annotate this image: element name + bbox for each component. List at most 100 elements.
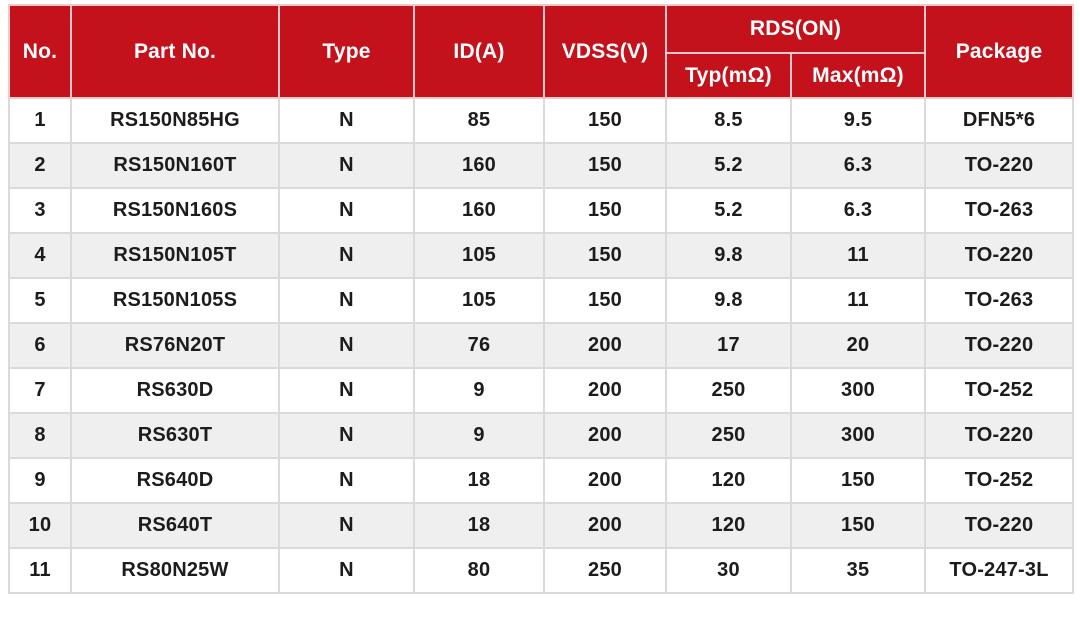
cell-max: 150 [789,502,927,549]
cell-package: TO-247-3L [924,547,1075,594]
cell-typ: 250 [665,367,792,414]
cell-vdss: 200 [543,322,667,369]
cell-id: 105 [413,277,545,324]
cell-no: 8 [8,412,72,459]
cell-part-no: RS150N160S [70,187,280,234]
table-row: 9 RS640D N 18 200 120 150 TO-252 [8,457,1075,504]
cell-vdss: 250 [543,547,667,594]
cell-vdss: 150 [543,187,667,234]
cell-max: 6.3 [789,142,927,189]
cell-part-no: RS640T [70,502,280,549]
cell-max: 6.3 [789,187,927,234]
table-row: 4 RS150N105T N 105 150 9.8 11 TO-220 [8,232,1075,279]
cell-type: N [278,412,415,459]
header-cell-typ: Typ(mΩ) [665,52,792,99]
cell-vdss: 150 [543,277,667,324]
cell-part-no: RS630D [70,367,280,414]
cell-no: 6 [8,322,72,369]
table-row: 10 RS640T N 18 200 120 150 TO-220 [8,502,1075,549]
cell-package: TO-263 [924,187,1075,234]
cell-type: N [278,142,415,189]
cell-package: TO-252 [924,367,1075,414]
header-cell-no: No. [8,4,72,99]
header-cell-id: ID(A) [413,4,545,99]
header-cell-part-no: Part No. [70,4,280,99]
cell-max: 150 [789,457,927,504]
table-row: 3 RS150N160S N 160 150 5.2 6.3 TO-263 [8,187,1075,234]
cell-type: N [278,97,415,144]
cell-id: 105 [413,232,545,279]
cell-no: 5 [8,277,72,324]
cell-part-no: RS150N85HG [70,97,280,144]
header-cell-vdss: VDSS(V) [543,4,667,99]
header-cell-rdson: RDS(ON) [664,4,927,54]
cell-package: TO-220 [924,322,1075,369]
cell-type: N [278,457,415,504]
cell-max: 9.5 [789,97,927,144]
cell-max: 20 [789,322,927,369]
cell-id: 80 [413,547,545,594]
cell-package: TO-220 [924,502,1075,549]
cell-id: 76 [413,322,545,369]
cell-no: 9 [8,457,72,504]
cell-vdss: 150 [543,142,667,189]
cell-typ: 5.2 [665,187,792,234]
cell-no: 3 [8,187,72,234]
cell-typ: 120 [665,457,792,504]
cell-part-no: RS640D [70,457,280,504]
cell-no: 4 [8,232,72,279]
cell-id: 9 [413,412,545,459]
cell-id: 160 [413,142,545,189]
cell-vdss: 200 [543,367,667,414]
cell-part-no: RS630T [70,412,280,459]
cell-typ: 9.8 [665,277,792,324]
cell-package: TO-220 [924,142,1075,189]
cell-typ: 30 [665,547,792,594]
cell-package: TO-220 [924,232,1075,279]
cell-id: 9 [413,367,545,414]
cell-package: DFN5*6 [924,97,1075,144]
cell-typ: 9.8 [665,232,792,279]
cell-typ: 17 [665,322,792,369]
cell-id: 18 [413,457,545,504]
cell-vdss: 200 [543,412,667,459]
table-row: 5 RS150N105S N 105 150 9.8 11 TO-263 [8,277,1075,324]
cell-type: N [278,547,415,594]
header-cell-type: Type [278,4,415,99]
cell-max: 35 [789,547,927,594]
cell-part-no: RS80N25W [70,547,280,594]
cell-max: 300 [789,412,927,459]
header-cell-package: Package [924,4,1075,99]
cell-no: 2 [8,142,72,189]
cell-part-no: RS150N105T [70,232,280,279]
cell-id: 160 [413,187,545,234]
cell-max: 11 [789,277,927,324]
cell-typ: 250 [665,412,792,459]
cell-part-no: RS76N20T [70,322,280,369]
cell-vdss: 200 [543,457,667,504]
cell-max: 11 [789,232,927,279]
cell-vdss: 150 [543,232,667,279]
cell-typ: 120 [665,502,792,549]
cell-no: 10 [8,502,72,549]
cell-type: N [278,277,415,324]
cell-type: N [278,322,415,369]
cell-package: TO-252 [924,457,1075,504]
cell-package: TO-220 [924,412,1075,459]
cell-no: 7 [8,367,72,414]
cell-package: TO-263 [924,277,1075,324]
table-body: 1 RS150N85HG N 85 150 8.5 9.5 DFN5*6 2 R… [8,97,1075,594]
cell-type: N [278,367,415,414]
table-row: 11 RS80N25W N 80 250 30 35 TO-247-3L [8,547,1075,594]
cell-type: N [278,187,415,234]
cell-max: 300 [789,367,927,414]
header-cell-max: Max(mΩ) [789,52,927,99]
table-row: 1 RS150N85HG N 85 150 8.5 9.5 DFN5*6 [8,97,1075,144]
cell-no: 11 [8,547,72,594]
cell-id: 18 [413,502,545,549]
table-row: 8 RS630T N 9 200 250 300 TO-220 [8,412,1075,459]
cell-part-no: RS150N105S [70,277,280,324]
cell-typ: 8.5 [665,97,792,144]
table-row: 6 RS76N20T N 76 200 17 20 TO-220 [8,322,1075,369]
